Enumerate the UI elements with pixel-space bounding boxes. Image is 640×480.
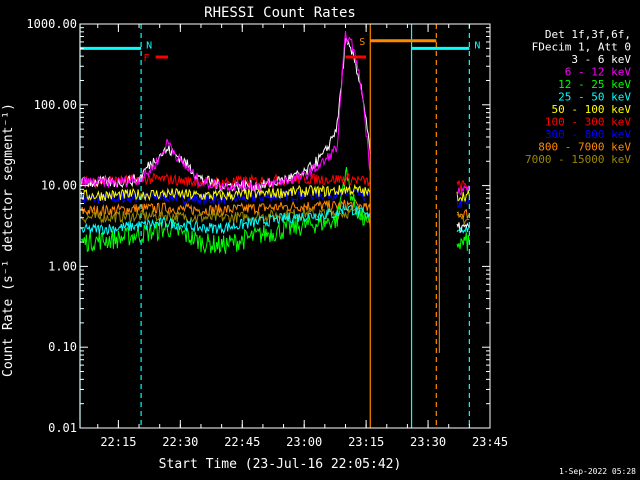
series-line-100-300-kev-late [456, 179, 470, 191]
series-line-800-7000-kev-late [456, 209, 470, 219]
series-line-6-12-kev [80, 30, 371, 192]
legend-entry: 25 - 50 keV [558, 91, 631, 104]
series-line-7000-15000-kev-late [456, 213, 470, 225]
legend-header: Det 1f,3f,6f, [545, 28, 631, 41]
legend-entry: 12 - 25 keV [558, 78, 631, 91]
annotation-label: N [474, 40, 480, 51]
y-axis-label: Count Rate (s⁻¹ detector segment⁻¹) [1, 103, 16, 377]
legend-header: FDecim 1, Att 0 [532, 41, 631, 54]
plot-frame [79, 23, 491, 429]
annotation-label: N [146, 40, 152, 51]
series-line-300-800-kev [80, 187, 371, 206]
legend-entry: 100 - 300 keV [545, 116, 631, 129]
timestamp: 1-Sep-2022 05:28 [559, 467, 636, 476]
y-tick-label: 1.00 [48, 259, 77, 273]
x-tick-label: 22:45 [224, 435, 260, 449]
series-line-25-50-kev [80, 204, 371, 236]
x-axis-label: Start Time (23-Jul-16 22:05:42) [159, 457, 402, 472]
series-line-3-6-kev-late [456, 222, 470, 234]
x-tick-label: 22:15 [100, 435, 136, 449]
marker-layer: N NFS [79, 24, 480, 428]
series-line-300-800-kev-late [456, 197, 470, 209]
series-line-50-100-kev [80, 183, 371, 202]
series-line-6-12-kev-late [456, 184, 470, 196]
y-tick-label: 100.00 [34, 98, 77, 112]
series-line-7000-15000-kev [80, 207, 371, 225]
annotation-label: F [144, 53, 150, 64]
legend-entry: 300 - 800 keV [545, 128, 631, 141]
legend-entry: 800 - 7000 keV [538, 141, 631, 154]
y-tick-label: 0.10 [48, 340, 77, 354]
y-tick-label: 1000.00 [26, 17, 77, 31]
legend-entry: 6 - 12 keV [565, 66, 632, 79]
x-tick-label: 23:15 [348, 435, 384, 449]
x-tick-label: 23:45 [472, 435, 508, 449]
series-line-800-7000-kev [80, 198, 371, 218]
series-line-12-25-kev-late [456, 232, 470, 251]
annotation-label: S [359, 37, 365, 48]
series-layer [80, 30, 470, 353]
legend-entry: 50 - 100 keV [552, 103, 632, 116]
chart-title: RHESSI Count Rates [204, 5, 356, 21]
x-tick-label: 23:30 [410, 435, 446, 449]
y-tick-label: 0.01 [48, 421, 77, 435]
y-tick-label: 10.00 [41, 179, 77, 193]
legend-entry: 7000 - 15000 keV [525, 153, 631, 166]
series-line-25-50-kev-late [456, 225, 470, 234]
series-line-3-6-kev [80, 38, 371, 192]
legend-entry: 3 - 6 keV [571, 53, 631, 66]
axis-layer: 1000.00 100.00 10.00 1.00 0.10 0.01 22:15 22:30… [26, 17, 508, 449]
x-tick-label: 23:00 [286, 435, 322, 449]
x-tick-label: 22:30 [162, 435, 198, 449]
